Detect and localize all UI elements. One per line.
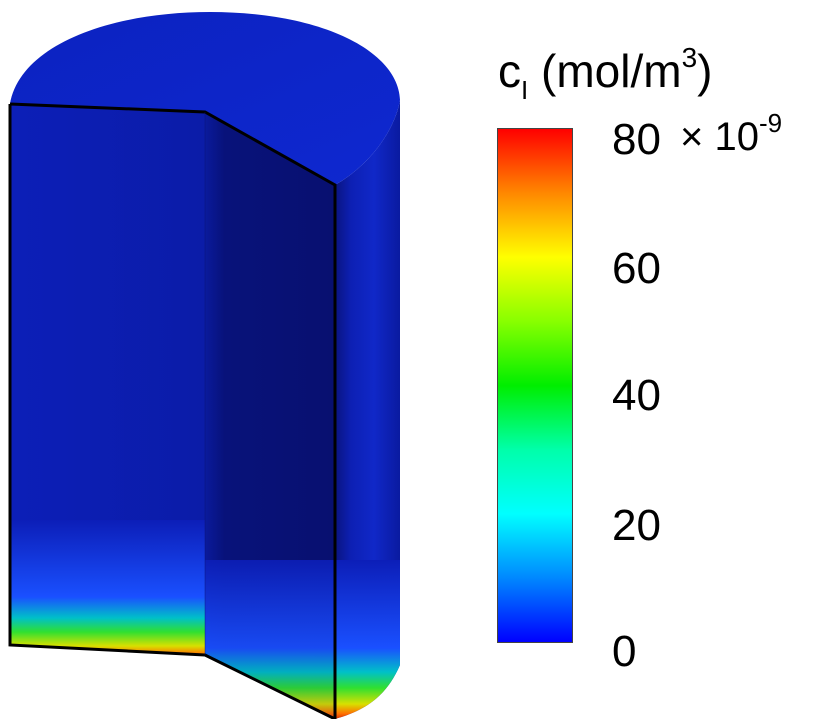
- colorbar: [497, 128, 573, 643]
- colorbar-title-unit: (mol/m: [528, 45, 682, 97]
- colorbar-title: cI (mol/m3): [498, 44, 713, 104]
- colorbar-title-symbol: c: [498, 45, 521, 97]
- colorbar-title-unit-exponent: 3: [681, 42, 698, 73]
- outer-side-surface: [335, 100, 400, 719]
- inner-cut-face: [205, 112, 335, 719]
- colorbar-tick-40: 40: [612, 371, 661, 420]
- colorbar-tick-0: 0: [612, 627, 637, 676]
- colorbar-tick-60: 60: [612, 244, 661, 293]
- colorbar-title-subscript: I: [521, 75, 529, 105]
- colorbar-multiplier-exponent: -9: [758, 108, 783, 138]
- top-cap: [10, 12, 400, 185]
- colorbar-tick-20: 20: [612, 501, 661, 550]
- colorbar-title-unit-close: ): [697, 45, 713, 97]
- colorbar-tick-80: 80: [612, 115, 661, 164]
- cut-edge-outline: [8, 102, 337, 719]
- colorbar-multiplier-base: × 10: [680, 115, 759, 159]
- colorbar-multiplier: × 10-9: [680, 110, 782, 159]
- left-cut-face: [10, 104, 205, 655]
